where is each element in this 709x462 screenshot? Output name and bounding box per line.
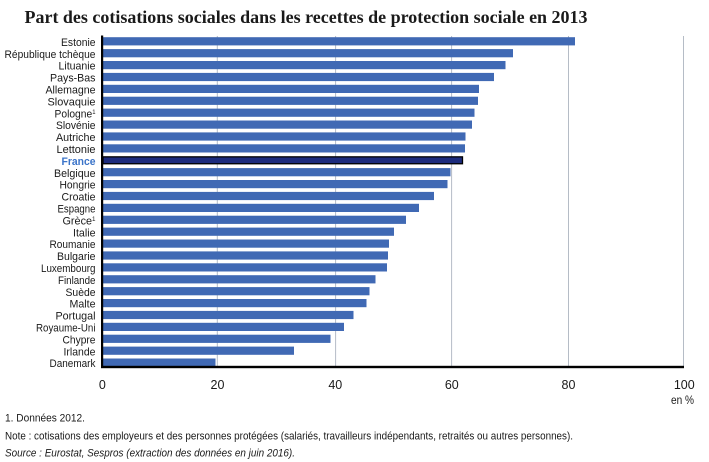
svg-text:Portugal: Portugal (56, 311, 96, 323)
svg-text:République tchèque: République tchèque (5, 49, 96, 61)
svg-text:Bulgarie: Bulgarie (57, 251, 96, 263)
svg-text:Pologne1: Pologne1 (55, 108, 96, 120)
svg-text:60: 60 (445, 378, 459, 392)
svg-text:Irlande: Irlande (64, 346, 96, 358)
svg-text:Chypre: Chypre (63, 334, 96, 346)
svg-text:Pays-Bas: Pays-Bas (50, 73, 96, 85)
svg-text:0: 0 (99, 378, 106, 392)
svg-text:Roumanie: Roumanie (50, 239, 96, 251)
svg-text:Hongrie: Hongrie (60, 180, 96, 192)
svg-text:Royaume-Uni: Royaume-Uni (36, 323, 96, 335)
svg-text:Estonie: Estonie (61, 37, 96, 49)
svg-text:Espagne: Espagne (58, 204, 96, 216)
svg-text:Lettonie: Lettonie (57, 144, 96, 156)
svg-text:Malte: Malte (70, 299, 96, 311)
svg-text:Lituanie: Lituanie (59, 61, 96, 73)
svg-text:Belgique: Belgique (54, 168, 96, 180)
svg-text:Italie: Italie (73, 227, 96, 239)
svg-text:France: France (62, 156, 96, 168)
svg-text:Grèce1: Grèce1 (63, 215, 96, 227)
svg-text:Croatie: Croatie (62, 192, 96, 204)
svg-text:Danemark: Danemark (50, 358, 96, 370)
svg-text:Luxembourg: Luxembourg (41, 263, 96, 275)
svg-text:en %: en % (671, 394, 694, 407)
svg-text:Suède: Suède (66, 287, 96, 299)
svg-text:80: 80 (562, 378, 576, 392)
svg-text:Note : cotisations des employe: Note : cotisations des employeurs et des… (5, 431, 573, 443)
svg-text:40: 40 (328, 378, 342, 392)
svg-text:Allemagne: Allemagne (46, 85, 96, 97)
svg-text:20: 20 (211, 378, 225, 392)
svg-text:Finlande: Finlande (58, 275, 96, 287)
svg-text:Slovaquie: Slovaquie (48, 96, 96, 108)
svg-text:1. Données 2012.: 1. Données 2012. (5, 413, 85, 425)
svg-text:Slovénie: Slovénie (56, 120, 96, 132)
svg-text:Autriche: Autriche (56, 132, 96, 144)
svg-text:Source : Eurostat, Sespros (ex: Source : Eurostat, Sespros (extraction d… (5, 448, 295, 460)
svg-text:100: 100 (674, 378, 695, 392)
svg-text:Part des cotisations sociales: Part des cotisations sociales dans les r… (25, 7, 588, 27)
